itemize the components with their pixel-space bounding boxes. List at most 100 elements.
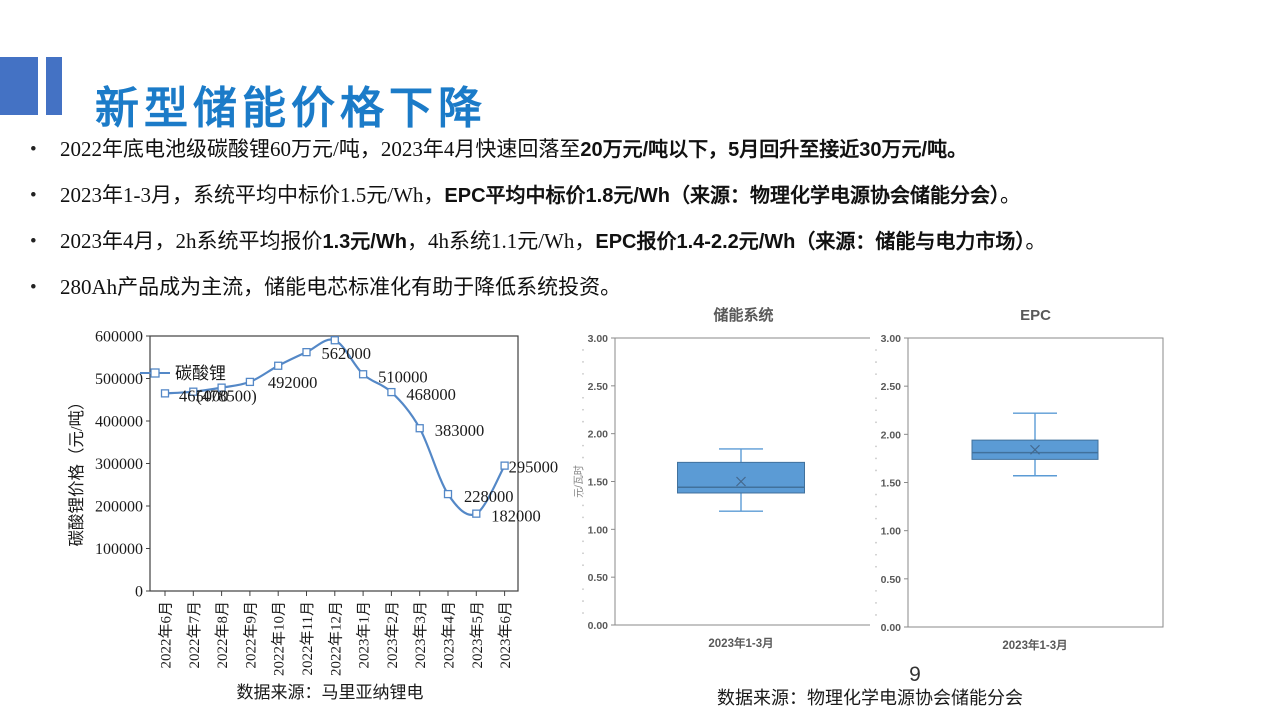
y-tick-label: 2.00 xyxy=(881,429,902,441)
page-number: 9 xyxy=(909,663,921,686)
bullet-run: 。 xyxy=(1025,229,1047,253)
bullet-run: 2022年底电池级碳酸锂60万元/吨，2023年4月快速回落至 xyxy=(60,137,581,161)
x-category-label: 2023年1-3月 xyxy=(1002,638,1067,652)
data-point-marker xyxy=(415,424,424,433)
y-tick-label: 2.50 xyxy=(588,381,609,393)
x-tick-label: 2022年8月 xyxy=(214,601,231,669)
x-category-label: 2023年1-3月 xyxy=(708,636,773,650)
x-tick-label: 2022年10月 xyxy=(271,601,288,676)
bullet-item: • 280Ah产品成为主流，储能电芯标准化有助于降低系统投资。 xyxy=(30,272,1266,303)
data-point-marker xyxy=(274,361,283,370)
line-chart-source-caption: 数据来源：马里亚纳锂电 xyxy=(236,683,424,702)
y-tick-label: 200000 xyxy=(95,499,143,516)
y-minor-tick xyxy=(582,468,584,471)
y-tick-label: 600000 xyxy=(95,329,143,346)
y-minor-tick xyxy=(875,373,877,376)
y-minor-tick xyxy=(582,361,584,363)
bullet-marker: • xyxy=(30,231,37,252)
y-minor-tick xyxy=(875,361,877,363)
data-point-marker xyxy=(472,509,481,518)
y-tick-label: 0.00 xyxy=(588,620,609,632)
y-minor-tick xyxy=(875,397,877,400)
bullet-run: 2023年4月，2h系统平均报价 xyxy=(60,229,323,253)
y-minor-tick xyxy=(582,444,584,447)
y-minor-tick xyxy=(582,504,584,507)
bullet-run: ，4h系统1.1元/Wh， xyxy=(406,229,596,253)
storage-system-boxplot: 储能系统 0.00 0.50 1.00 1.50 2.00 2.50 3.00 2023年1-3… xyxy=(570,300,870,660)
bullet-run-bold: EPC平均中标价1.8元/Wh（来源：物理化学电源协会储能分会） xyxy=(444,185,1000,207)
data-label: 468000 xyxy=(406,385,456,404)
data-label: 383000 xyxy=(435,421,485,440)
y-tick-label: 2.00 xyxy=(588,429,609,441)
data-point-marker xyxy=(245,377,255,387)
data-point-marker xyxy=(443,489,453,499)
y-minor-tick xyxy=(875,469,877,472)
title-accent-square xyxy=(0,57,38,115)
y-tick-label: 1.00 xyxy=(881,526,902,538)
y-minor-tick xyxy=(875,602,877,604)
y-tick-label: 0 xyxy=(135,584,143,601)
y-minor-tick xyxy=(582,349,584,351)
x-tick-label: 2023年5月 xyxy=(469,601,486,669)
y-minor-tick xyxy=(582,492,584,495)
y-minor-tick xyxy=(582,408,584,411)
bullet-item: • 2023年4月，2h系统平均报价1.3元/Wh，4h系统1.1元/Wh，EPC… xyxy=(30,226,1266,257)
y-tick-label: 500000 xyxy=(95,371,143,388)
y-minor-tick xyxy=(582,396,584,399)
x-tick-label: 2023年3月 xyxy=(412,601,429,669)
title-accent-bar xyxy=(46,57,62,115)
y-minor-tick xyxy=(582,588,584,591)
data-label: 562000 xyxy=(322,344,372,363)
epc-boxplot: EPC 0.00 0.50 1.00 1.50 2.00 2.50 3.00 2023年1-3月 xyxy=(860,300,1180,660)
x-tick-label: 2022年7月 xyxy=(186,601,203,669)
data-label: 492000 xyxy=(268,373,318,392)
y-minor-tick xyxy=(582,420,584,423)
y-tick-label: 2.50 xyxy=(881,381,902,393)
y-tick-label: 1.50 xyxy=(588,477,609,489)
y-minor-tick xyxy=(582,612,584,614)
y-tick-label: 1.50 xyxy=(881,478,902,490)
data-point-marker xyxy=(302,347,311,357)
bullet-run: 2023年1-3月，系统平均中标价1.5元/Wh， xyxy=(60,183,445,207)
y-tick-label: 300000 xyxy=(95,456,143,473)
bullet-list: • 2022年底电池级碳酸锂60万元/吨，2023年4月快速回落至20万元/吨以下… xyxy=(30,134,1266,318)
y-minor-tick xyxy=(875,421,877,424)
x-tick-label: 2022年6月 xyxy=(158,601,175,669)
chart-title: 储能系统 xyxy=(713,306,773,324)
bullet-item: • 2022年底电池级碳酸锂60万元/吨，2023年4月快速回落至20万元/吨以下… xyxy=(30,134,1266,165)
y-minor-tick xyxy=(875,541,877,544)
y-minor-tick xyxy=(875,493,877,496)
bullet-marker: • xyxy=(30,185,37,206)
boxplot-source-caption: 数据来源：物理化学电源协会储能分会 xyxy=(717,688,1023,708)
data-point-marker xyxy=(330,336,339,345)
data-label: 465000 xyxy=(179,386,229,405)
y-minor-tick xyxy=(582,372,584,375)
y-tick-label: 3.00 xyxy=(881,333,902,345)
box xyxy=(677,461,805,494)
y-minor-tick xyxy=(875,457,877,460)
bullet-text: 2023年4月，2h系统平均报价1.3元/Wh，4h系统1.1元/Wh，EPC报… xyxy=(60,226,1266,257)
y-minor-tick xyxy=(875,553,877,556)
data-label: 295000 xyxy=(509,458,558,477)
data-label: 182000 xyxy=(491,507,541,526)
bullet-marker: • xyxy=(30,277,37,298)
x-tick-label: 2023年1月 xyxy=(356,601,373,669)
y-tick-label: 1.00 xyxy=(588,524,609,536)
y-minor-tick xyxy=(875,349,877,351)
x-tick-label: 2022年11月 xyxy=(299,601,316,675)
y-tick-label: 0.50 xyxy=(881,574,902,586)
y-minor-tick xyxy=(582,540,584,543)
page-title: 新型储能价格下降 xyxy=(95,84,487,134)
y-minor-tick xyxy=(875,517,877,520)
bullet-run: 280Ah产品成为主流，储能电芯标准化有助于降低系统投资。 xyxy=(60,275,622,299)
legend-marker xyxy=(150,368,160,378)
mean-marker xyxy=(736,476,746,487)
bullet-text: 280Ah产品成为主流，储能电芯标准化有助于降低系统投资。 xyxy=(60,272,1266,302)
data-label: (478500) xyxy=(196,387,256,406)
line-chart-svg: 0 100000 200000 300000 400000 500000 600000 202… xyxy=(67,329,558,677)
x-tick-label: 2022年12月 xyxy=(327,601,344,676)
boxplot-svg: EPC 0.00 0.50 1.00 1.50 2.00 2.50 3.00 2023年1-3月 xyxy=(875,307,1164,652)
y-minor-tick xyxy=(582,564,584,567)
bullet-item: • 2023年1-3月，系统平均中标价1.5元/Wh，EPC平均中标价1.8元/W… xyxy=(30,180,1266,211)
y-minor-tick xyxy=(875,565,877,568)
